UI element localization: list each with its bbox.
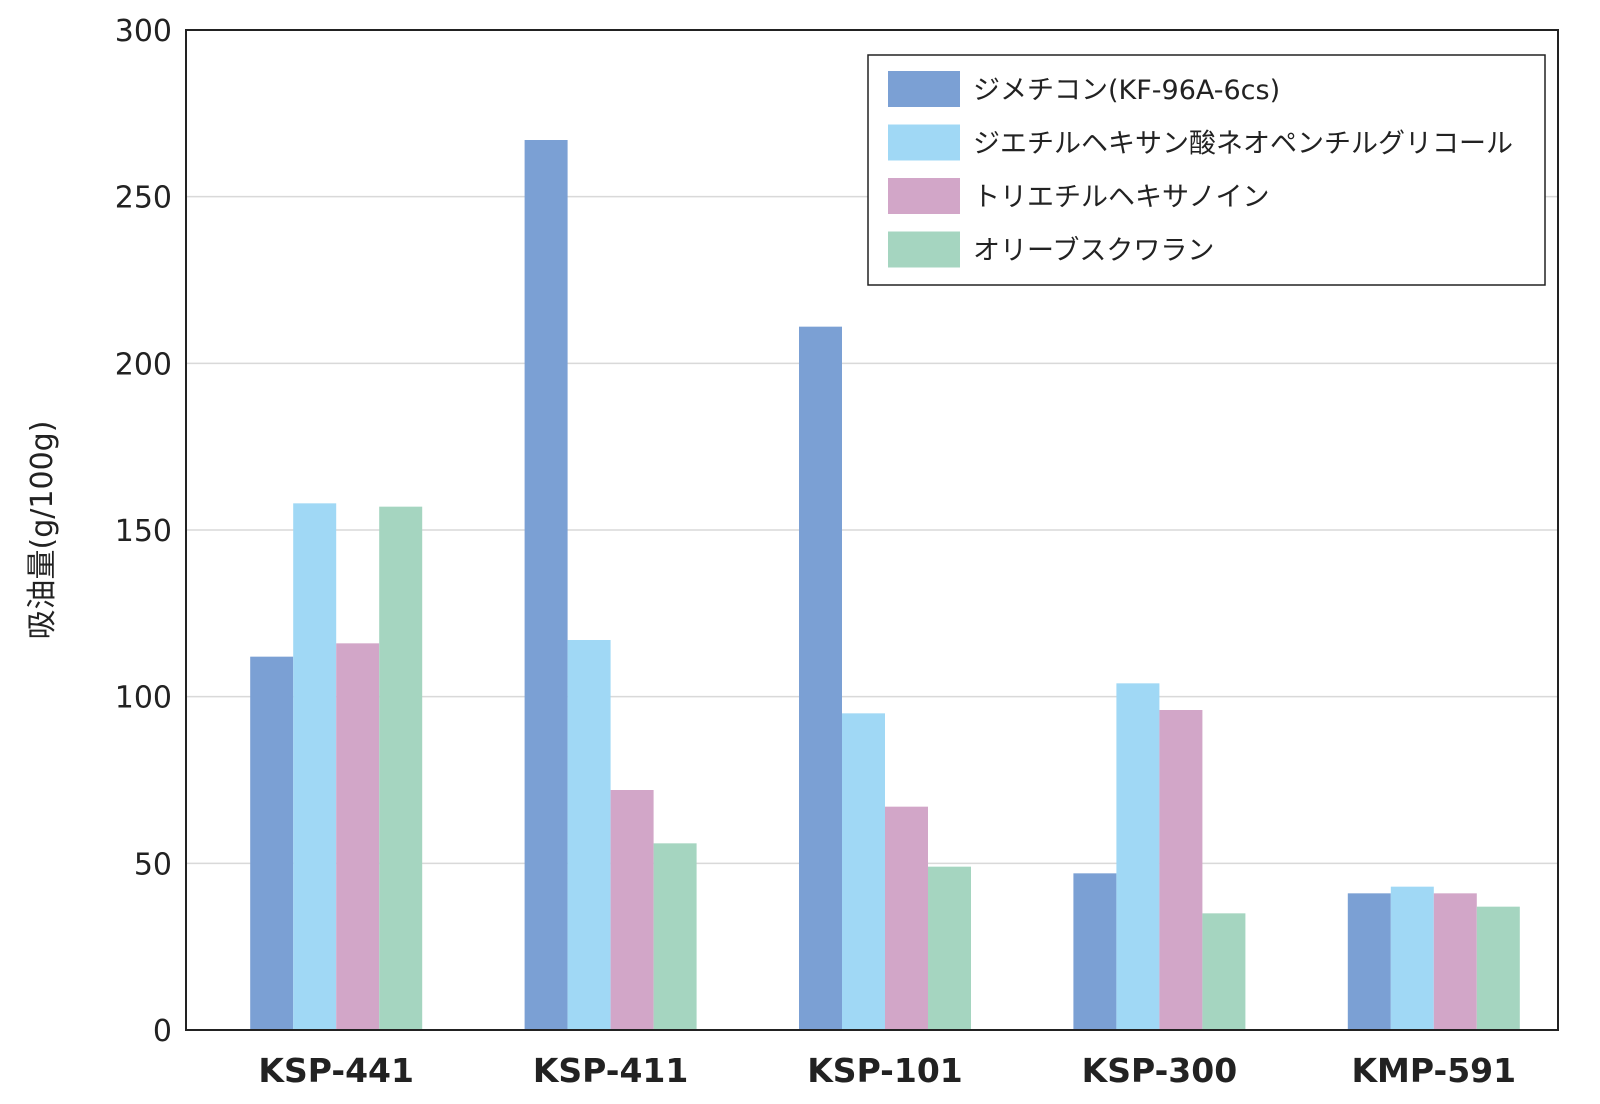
x-category-label: KSP-411 (533, 1051, 689, 1090)
bars-layer (250, 140, 1520, 1031)
bar (1202, 913, 1246, 1030)
bar (1347, 893, 1391, 1030)
y-tick-label: 200 (115, 347, 172, 382)
legend-items: ジメチコン(KF-96A-6cs) ジエチルヘキサン酸ネオペンチルグリコールトリエ… (888, 71, 1513, 268)
y-tick-label: 250 (115, 181, 172, 216)
bar (885, 806, 928, 1030)
bar (1159, 710, 1203, 1030)
bar (928, 866, 971, 1030)
bar (379, 506, 423, 1031)
legend-label: オリーブスクワラン (973, 236, 1214, 267)
y-axis-ticks: 0 50 100 150 200 250 300 (115, 14, 172, 1049)
legend-swatch (888, 231, 960, 268)
bar (1433, 893, 1477, 1030)
bar (799, 326, 842, 1031)
bar (336, 643, 380, 1030)
bar (524, 140, 568, 1030)
legend-label: ジメチコン(KF-96A-6cs) (973, 75, 1280, 106)
bar (653, 843, 697, 1030)
bar (293, 503, 337, 1030)
bar (1116, 683, 1160, 1030)
bar (250, 656, 294, 1030)
plot-frame (185, 29, 1559, 1031)
legend-box (867, 54, 1546, 286)
y-axis-title: 吸油量(g/100g) (25, 421, 60, 640)
x-category-label: KSP-300 (1082, 1051, 1238, 1090)
x-category-label: KMP-591 (1351, 1051, 1516, 1090)
bar (1073, 873, 1117, 1030)
legend-swatch (888, 178, 960, 214)
legend: ジメチコン(KF-96A-6cs) ジエチルヘキサン酸ネオペンチルグリコールトリエ… (867, 54, 1546, 286)
y-tick-label: 300 (115, 14, 172, 49)
legend-swatch (888, 124, 960, 161)
y-tick-label: 0 (153, 1014, 172, 1049)
legend-swatch (888, 71, 960, 107)
bar (567, 640, 611, 1030)
legend-label: ジエチルヘキサン酸ネオペンチルグリコール (973, 129, 1513, 160)
x-category-label: KSP-441 (258, 1051, 414, 1090)
legend-label: トリエチルヘキサノイン (973, 182, 1269, 213)
x-axis-categories: KSP-441 KSP-411 KSP-101 KSP-300 KMP-591 (258, 1051, 1516, 1090)
y-tick-label: 150 (115, 514, 172, 549)
bar (610, 790, 654, 1030)
bar (1390, 886, 1434, 1030)
x-category-label: KSP-101 (807, 1051, 963, 1090)
y-tick-label: 100 (115, 681, 172, 716)
y-tick-label: 50 (134, 847, 172, 882)
bar (1476, 906, 1520, 1030)
bar (842, 713, 885, 1030)
